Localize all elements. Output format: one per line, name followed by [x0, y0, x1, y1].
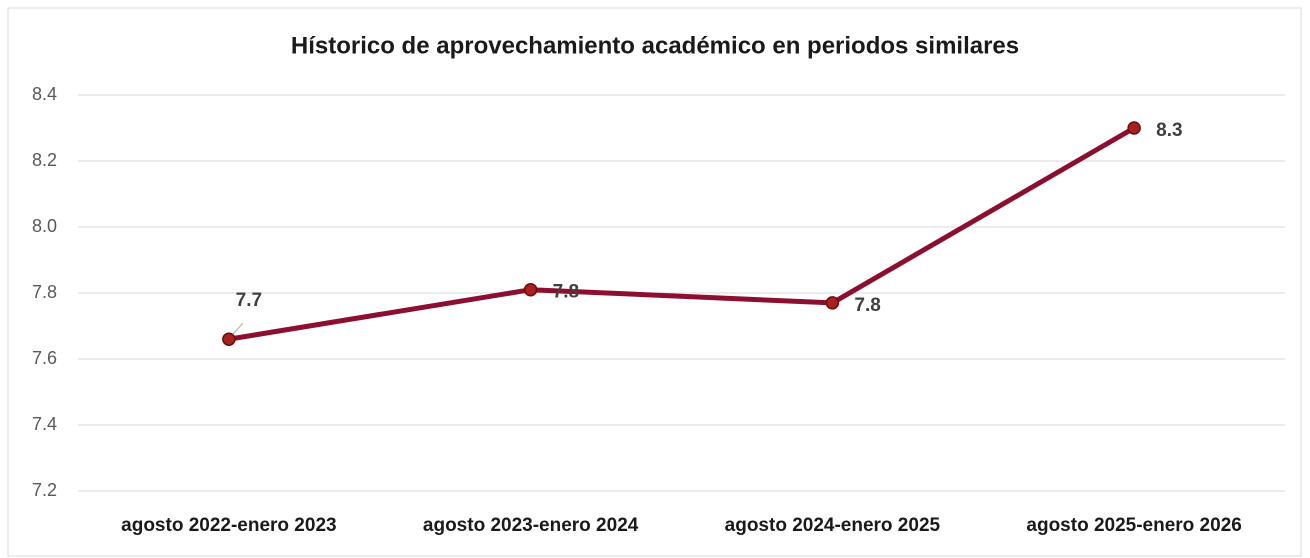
data-label: 8.3 — [1156, 120, 1182, 141]
marker — [825, 296, 840, 310]
marker — [1127, 121, 1141, 135]
x-tick-label: agosto 2024-enero 2025 — [725, 515, 941, 536]
y-tick-label: 8.0 — [32, 216, 57, 236]
data-label: 7.8 — [854, 295, 880, 316]
x-tick-label: agosto 2025-enero 2026 — [1026, 515, 1241, 536]
y-tick-label: 8.2 — [32, 150, 57, 170]
marker — [523, 282, 538, 297]
x-tick-label: agosto 2022-enero 2023 — [121, 515, 336, 536]
data-label: 7.8 — [553, 282, 579, 303]
x-tick-label: agosto 2023-enero 2024 — [423, 515, 639, 536]
y-tick-label: 8.4 — [32, 84, 57, 104]
y-tick-label: 7.4 — [32, 414, 57, 434]
y-tick-label: 7.8 — [32, 282, 57, 302]
chart-frame — [7, 7, 1302, 557]
y-tick-label: 7.6 — [32, 348, 57, 368]
chart-title: Hístorico de aprovechamiento académico e… — [291, 32, 1019, 59]
line — [228, 125, 1136, 342]
data-label: 7.7 — [236, 290, 262, 311]
marker — [222, 332, 236, 346]
y-tick-label: 7.2 — [32, 480, 57, 500]
leader-line — [232, 322, 244, 335]
